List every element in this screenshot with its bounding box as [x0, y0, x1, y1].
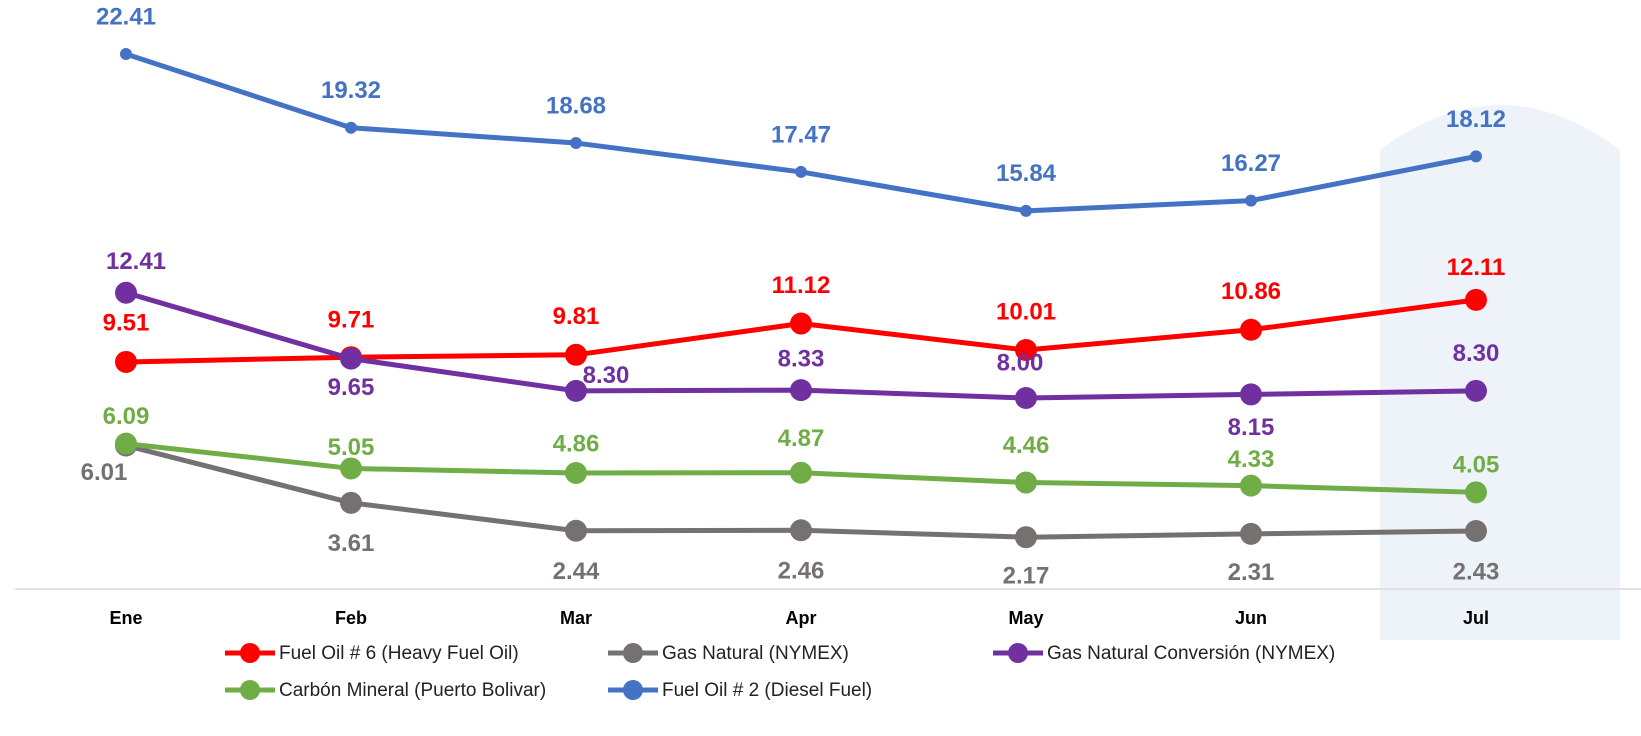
legend-marker [623, 643, 643, 663]
data-label: 2.17 [1003, 563, 1050, 590]
data-label: 16.27 [1221, 150, 1281, 177]
data-point [795, 165, 807, 178]
data-label: 4.86 [553, 430, 600, 457]
data-point [1245, 194, 1257, 207]
data-label: 9.51 [103, 309, 150, 336]
data-label: 8.33 [778, 345, 825, 372]
data-label: 2.31 [1228, 559, 1275, 586]
data-point [570, 137, 582, 150]
data-label: 9.65 [328, 374, 375, 401]
data-point [115, 432, 137, 455]
legend-marker [623, 680, 643, 700]
data-label: 6.09 [103, 403, 150, 430]
data-label: 9.71 [328, 307, 375, 334]
legend-label: Gas Natural (NYMEX) [662, 643, 849, 664]
legend-label: Fuel Oil # 6 (Heavy Fuel Oil) [279, 643, 519, 664]
data-point [565, 519, 587, 542]
data-label: 15.84 [996, 160, 1057, 187]
data-point [345, 121, 357, 134]
data-point [1020, 204, 1032, 217]
data-label: 4.46 [1003, 432, 1050, 459]
data-label: 2.43 [1453, 558, 1500, 585]
data-label: 8.15 [1228, 414, 1275, 441]
data-point [790, 379, 812, 402]
data-point [1015, 339, 1037, 362]
watermark [1380, 105, 1620, 640]
data-label: 18.12 [1446, 106, 1506, 133]
data-point [1015, 526, 1037, 549]
data-label: 5.05 [328, 434, 375, 461]
data-point [1240, 522, 1262, 545]
legend-marker [240, 643, 260, 663]
watermark-dome [1380, 105, 1620, 640]
data-point [340, 491, 362, 514]
data-point [1470, 150, 1482, 163]
data-point [115, 281, 137, 304]
legend-marker [240, 680, 260, 700]
data-point [1465, 379, 1487, 402]
data-label: 12.41 [106, 248, 166, 275]
data-label: 4.33 [1228, 446, 1275, 473]
data-point [790, 312, 812, 335]
data-point [1465, 288, 1487, 311]
data-point [115, 350, 137, 373]
data-label: 2.44 [553, 558, 600, 585]
data-point [1240, 318, 1262, 341]
x-tick-label: Mar [560, 608, 592, 628]
data-point [565, 379, 587, 402]
x-tick-label: Apr [786, 608, 817, 628]
data-point [340, 347, 362, 370]
data-label: 10.86 [1221, 278, 1281, 305]
data-point [1240, 383, 1262, 406]
data-label: 9.81 [553, 303, 600, 330]
x-tick-label: Ene [109, 608, 142, 628]
data-label: 3.61 [328, 530, 375, 557]
x-tick-label: Jun [1235, 608, 1267, 628]
x-tick-label: May [1008, 608, 1043, 628]
legend-label: Fuel Oil # 2 (Diesel Fuel) [662, 680, 872, 701]
data-label: 11.12 [772, 272, 831, 299]
data-point [120, 48, 132, 60]
legend-label: Gas Natural Conversión (NYMEX) [1047, 643, 1335, 664]
data-label: 8.00 [997, 349, 1044, 376]
data-point [1015, 471, 1037, 494]
data-point [1015, 387, 1037, 410]
data-label: 10.01 [996, 298, 1056, 325]
x-tick-label: Feb [335, 608, 367, 628]
data-label: 8.30 [1453, 340, 1500, 367]
data-label: 4.87 [778, 425, 825, 452]
data-point [790, 461, 812, 484]
data-point [565, 461, 587, 484]
data-point [1465, 519, 1487, 542]
data-label: 6.01 [81, 459, 128, 486]
data-label: 22.41 [96, 3, 156, 30]
data-label: 17.47 [771, 121, 831, 148]
legend-marker [1008, 643, 1028, 663]
legend-label: Carbón Mineral (Puerto Bolivar) [279, 680, 546, 701]
data-label: 4.05 [1453, 452, 1500, 479]
data-point [790, 519, 812, 542]
data-label: 19.32 [321, 77, 381, 104]
x-tick-label: Jul [1463, 608, 1489, 628]
data-label: 2.46 [778, 558, 825, 585]
data-point [1465, 481, 1487, 504]
data-label: 18.68 [546, 92, 606, 119]
data-label: 12.11 [1447, 254, 1506, 281]
data-point [1240, 474, 1262, 497]
data-label: 8.30 [583, 362, 630, 389]
data-point [565, 343, 587, 366]
data-point [340, 457, 362, 480]
